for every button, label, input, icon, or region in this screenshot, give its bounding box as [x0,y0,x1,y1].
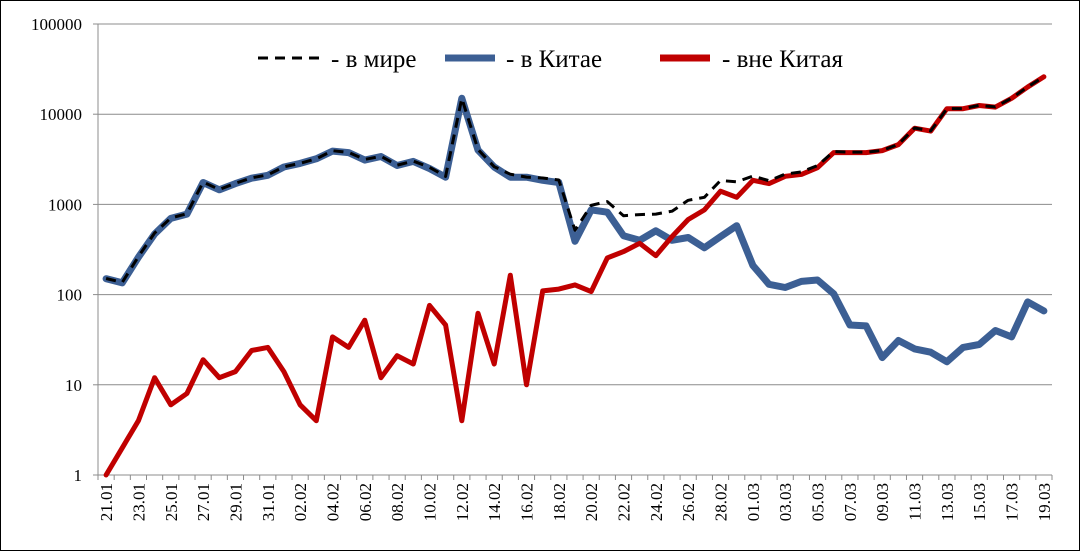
x-tick-label-16.02: 16.02 [517,483,536,521]
legend-label-china: - в Китае [506,46,602,73]
series-line-outside-china [103,74,1047,478]
y-tick-label-100000: 100000 [31,15,82,34]
y-tick-label-10: 10 [65,376,82,395]
x-tick-label-09.03: 09.03 [873,483,892,521]
x-tick-label-22.02: 22.02 [615,483,634,521]
y-tick-label-10000: 10000 [40,105,83,124]
x-tick-label-29.01: 29.01 [226,483,245,521]
legend: - в мире - в Китае - вне Китая [258,46,843,73]
x-tick-label-02.02: 02.02 [291,483,310,521]
y-tick-label-100: 100 [57,286,83,305]
x-tick-label-17.03: 17.03 [1003,483,1022,521]
x-tick-label-12.02: 12.02 [453,483,472,521]
x-tick-label-11.03: 11.03 [906,483,925,521]
x-tick-label-01.03: 01.03 [744,483,763,521]
x-tick-label-05.03: 05.03 [809,483,828,521]
x-tick-label-28.02: 28.02 [712,483,731,521]
x-axis-ticks: 21.01 23.01 25.01 27.01 29.01 31.01 02.02 04.02… [97,475,1054,521]
y-tick-label-1: 1 [74,466,83,485]
x-tick-label-27.01: 27.01 [194,483,213,521]
x-tick-label-23.01: 23.01 [129,483,148,521]
x-tick-label-14.02: 14.02 [485,483,504,521]
x-tick-label-06.02: 06.02 [356,483,375,521]
gridlines [98,23,1052,386]
x-tick-label-26.02: 26.02 [679,483,698,521]
series-line-world [105,75,1045,284]
axes [97,24,1052,476]
x-tick-label-15.03: 15.03 [970,483,989,521]
x-tick-label-19.03: 19.03 [1035,483,1054,521]
y-axis-ticks: 1 10 100 1000 10000 100000 [31,15,98,485]
x-tick-label-04.02: 04.02 [323,483,342,521]
x-tick-label-10.02: 10.02 [420,483,439,521]
x-tick-label-21.01: 21.01 [97,483,116,521]
x-tick-label-31.01: 31.01 [259,483,278,521]
x-tick-label-08.02: 08.02 [388,483,407,521]
x-tick-label-20.02: 20.02 [582,483,601,521]
x-tick-label-03.03: 03.03 [776,483,795,521]
legend-label-world: - в мире [331,46,416,73]
x-tick-label-24.02: 24.02 [647,483,666,521]
y-tick-label-1000: 1000 [48,195,82,214]
x-tick-label-07.03: 07.03 [841,483,860,521]
x-tick-label-25.01: 25.01 [162,483,181,521]
legend-label-outside-china: - вне Китая [722,46,843,73]
x-tick-label-18.02: 18.02 [550,483,569,521]
series-lines [102,74,1048,478]
x-tick-label-13.03: 13.03 [938,483,957,521]
